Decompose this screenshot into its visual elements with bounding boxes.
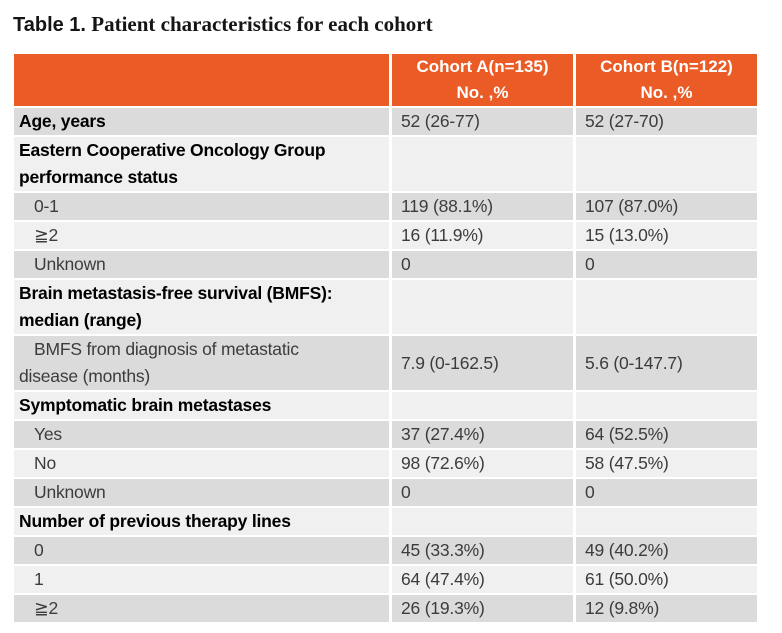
cohort-a-value: 26 (19.3%) — [392, 595, 573, 622]
table-title: Table 1. Patient characteristics for eac… — [13, 11, 782, 39]
header-row: Cohort A(n=135) No. ,% Cohort B(n=122) N… — [14, 54, 757, 106]
table-row-ecog-ge2: ≧2 16 (11.9%) 15 (13.0%) — [14, 222, 757, 249]
table-row-symptomatic-unknown: Unknown 0 0 — [14, 479, 757, 506]
cohort-a-value: 0 — [392, 479, 573, 506]
table-row-ecog-0-1: 0-1 119 (88.1%) 107 (87.0%) — [14, 193, 757, 220]
cohort-b-value: 64 (52.5%) — [576, 421, 757, 448]
row-label: 0-1 — [14, 193, 389, 220]
table-row-therapy-ge2: ≧2 26 (19.3%) 12 (9.8%) — [14, 595, 757, 622]
row-label: Eastern Cooperative Oncology Group perfo… — [14, 137, 389, 191]
table-row-symptomatic-no: No 98 (72.6%) 58 (47.5%) — [14, 450, 757, 477]
cohort-b-value: 0 — [576, 251, 757, 278]
column-header-empty — [14, 54, 389, 106]
cohort-a-value — [392, 508, 573, 535]
cohort-a-subtitle: No. ,% — [456, 83, 509, 102]
table-body: Age, years 52 (26-77) 52 (27-70) Eastern… — [14, 108, 757, 622]
table-title-number: Table 1. — [13, 14, 86, 36]
cohort-a-value: 16 (11.9%) — [392, 222, 573, 249]
table-row-age: Age, years 52 (26-77) 52 (27-70) — [14, 108, 757, 135]
cohort-a-value: 7.9 (0-162.5) — [392, 336, 573, 390]
row-label: Unknown — [14, 479, 389, 506]
cohort-b-value: 5.6 (0-147.7) — [576, 336, 757, 390]
cohort-b-value: 12 (9.8%) — [576, 595, 757, 622]
cohort-b-value: 15 (13.0%) — [576, 222, 757, 249]
cohort-b-value: 58 (47.5%) — [576, 450, 757, 477]
table-row-ecog: Eastern Cooperative Oncology Group perfo… — [14, 137, 757, 191]
column-header-cohort-a: Cohort A(n=135) No. ,% — [392, 54, 573, 106]
cohort-a-value — [392, 137, 573, 191]
row-label: 0 — [14, 537, 389, 564]
cohort-b-value — [576, 137, 757, 191]
cohort-b-value: 52 (27-70) — [576, 108, 757, 135]
table-row-symptomatic: Symptomatic brain metastases — [14, 392, 757, 419]
cohort-a-value: 45 (33.3%) — [392, 537, 573, 564]
cohort-b-title: Cohort B(n=122) — [600, 57, 733, 76]
table-title-text: Patient characteristics for each cohort — [86, 12, 433, 36]
row-label: No — [14, 450, 389, 477]
table-row-bmfs-value: BMFS from diagnosis of metastatic diseas… — [14, 336, 757, 390]
cohort-a-value: 52 (26-77) — [392, 108, 573, 135]
table-row-therapy-1: 1 64 (47.4%) 61 (50.0%) — [14, 566, 757, 593]
table-row-therapy-0: 0 45 (33.3%) 49 (40.2%) — [14, 537, 757, 564]
cohort-a-value — [392, 392, 573, 419]
patient-characteristics-table: Cohort A(n=135) No. ,% Cohort B(n=122) N… — [11, 52, 760, 624]
column-header-cohort-b: Cohort B(n=122) No. ,% — [576, 54, 757, 106]
row-label: Symptomatic brain metastases — [14, 392, 389, 419]
cohort-b-subtitle: No. ,% — [640, 83, 693, 102]
row-label: Brain metastasis-free survival (BMFS): m… — [14, 280, 389, 334]
cohort-b-value: 49 (40.2%) — [576, 537, 757, 564]
cohort-a-value: 98 (72.6%) — [392, 450, 573, 477]
row-label: Unknown — [14, 251, 389, 278]
row-label: BMFS from diagnosis of metastatic diseas… — [14, 336, 389, 390]
cohort-a-value — [392, 280, 573, 334]
row-label: 1 — [14, 566, 389, 593]
row-label: ≧2 — [14, 222, 389, 249]
cohort-a-value: 37 (27.4%) — [392, 421, 573, 448]
row-label: Yes — [14, 421, 389, 448]
cohort-a-value: 64 (47.4%) — [392, 566, 573, 593]
cohort-b-value — [576, 280, 757, 334]
table-row-therapy-lines: Number of previous therapy lines — [14, 508, 757, 535]
row-label: ≧2 — [14, 595, 389, 622]
cohort-a-value: 0 — [392, 251, 573, 278]
cohort-b-value: 107 (87.0%) — [576, 193, 757, 220]
cohort-a-value: 119 (88.1%) — [392, 193, 573, 220]
cohort-b-value — [576, 392, 757, 419]
table-row-ecog-unknown: Unknown 0 0 — [14, 251, 757, 278]
row-label: Number of previous therapy lines — [14, 508, 389, 535]
cohort-b-value — [576, 508, 757, 535]
table-header: Cohort A(n=135) No. ,% Cohort B(n=122) N… — [14, 54, 757, 106]
row-label: Age, years — [14, 108, 389, 135]
cohort-b-value: 0 — [576, 479, 757, 506]
table-row-symptomatic-yes: Yes 37 (27.4%) 64 (52.5%) — [14, 421, 757, 448]
table-row-bmfs-header: Brain metastasis-free survival (BMFS): m… — [14, 280, 757, 334]
cohort-a-title: Cohort A(n=135) — [416, 57, 549, 76]
cohort-b-value: 61 (50.0%) — [576, 566, 757, 593]
